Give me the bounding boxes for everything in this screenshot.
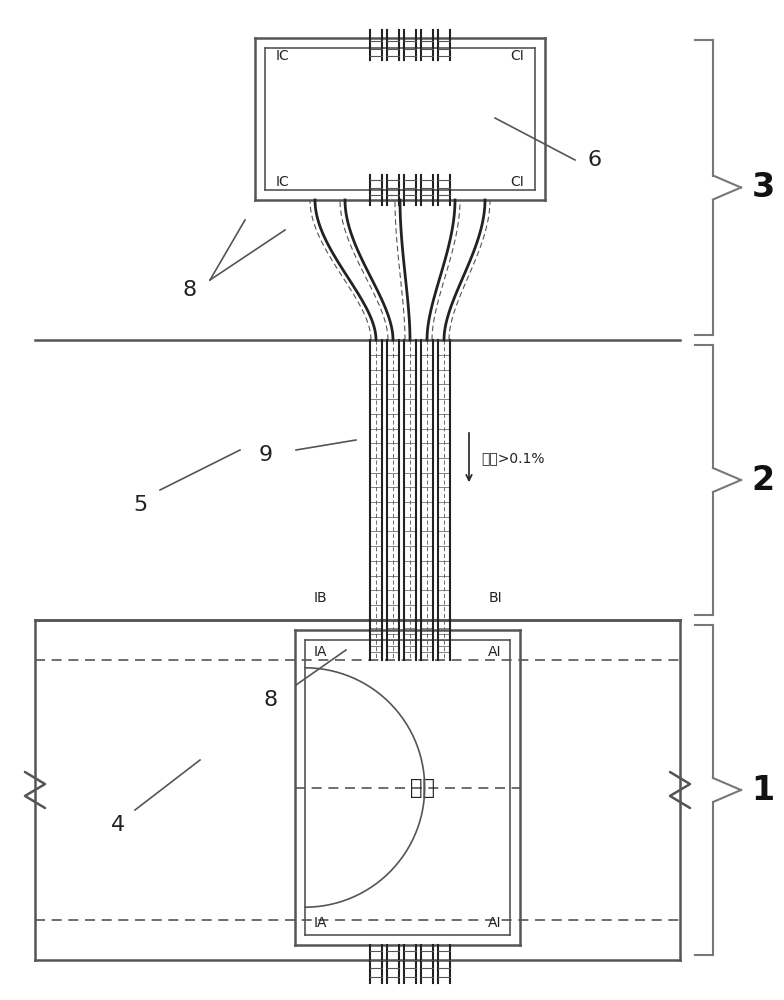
Text: 坡度>0.1%: 坡度>0.1%: [481, 451, 545, 465]
Text: IA: IA: [314, 645, 327, 659]
Text: 2: 2: [751, 464, 775, 496]
Text: CI: CI: [510, 49, 524, 63]
Text: IC: IC: [276, 49, 290, 63]
Text: 电缆: 电缆: [410, 778, 435, 798]
Text: BI: BI: [488, 591, 502, 605]
Text: AI: AI: [488, 916, 502, 930]
Text: 3: 3: [751, 171, 775, 204]
Text: IB: IB: [313, 591, 327, 605]
Text: 8: 8: [264, 690, 278, 710]
Text: AI: AI: [488, 645, 502, 659]
Text: IA: IA: [314, 916, 327, 930]
Text: IC: IC: [276, 175, 290, 189]
Text: 4: 4: [111, 815, 125, 835]
Text: 8: 8: [183, 280, 197, 300]
Text: 1: 1: [751, 774, 775, 806]
Text: 9: 9: [259, 445, 273, 465]
Text: CI: CI: [510, 175, 524, 189]
Text: 6: 6: [588, 150, 602, 170]
Text: 5: 5: [132, 495, 147, 515]
